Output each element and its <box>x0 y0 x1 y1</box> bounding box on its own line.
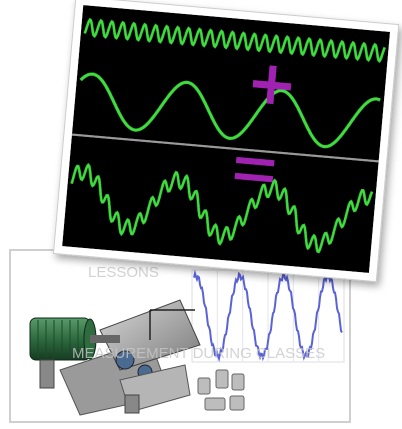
watermark-top: LESSONS <box>88 264 159 281</box>
vibration-plot <box>191 269 345 363</box>
sensors <box>197 369 245 411</box>
watermark-bottom: MEASUREMENT DURING CLASSES <box>72 345 325 362</box>
machine <box>29 299 201 416</box>
waveform-card <box>52 0 400 283</box>
